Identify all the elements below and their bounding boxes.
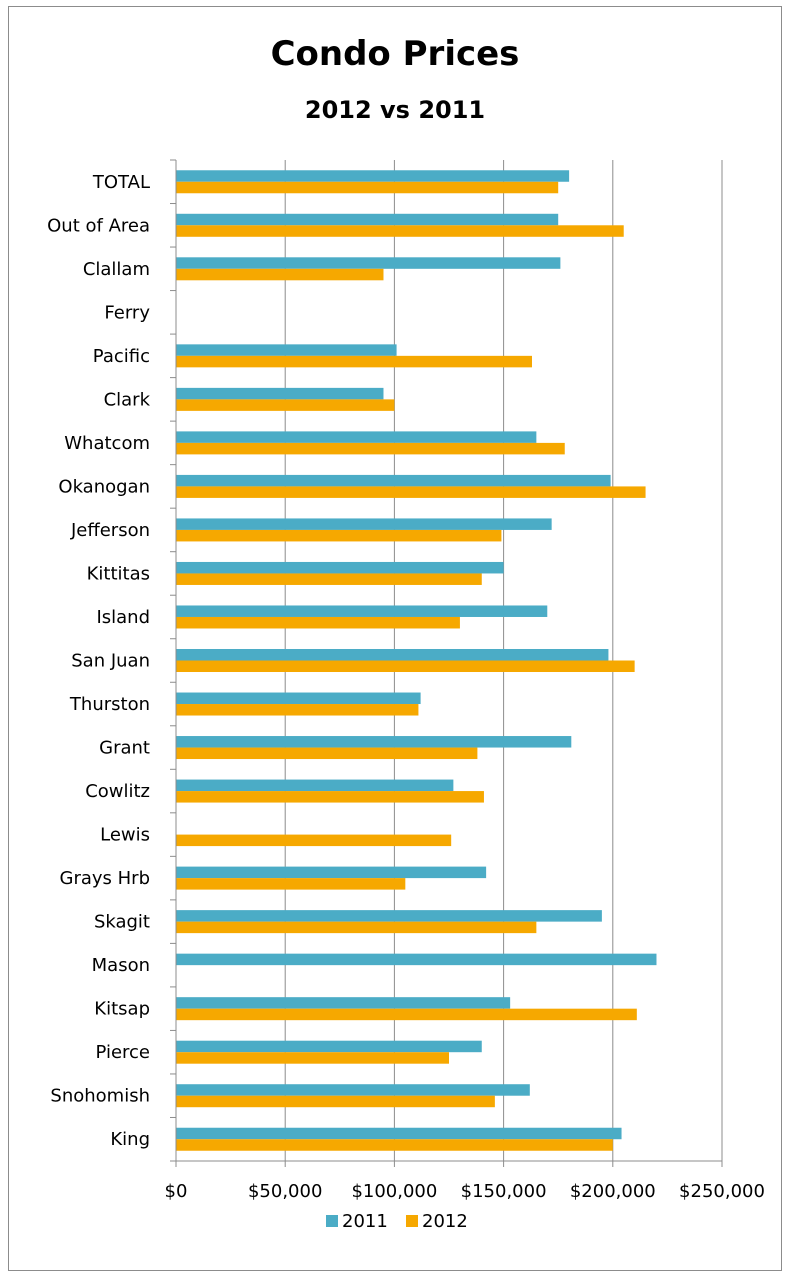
- bar-2012-san-juan: [176, 660, 635, 672]
- bar-2012-kittitas: [176, 573, 482, 585]
- bar-2011-snohomish: [176, 1084, 530, 1096]
- category-labels: TOTAL Out of Area Clallam Ferry Pacific Clark…: [47, 172, 150, 1150]
- bar-2011-kittitas: [176, 561, 504, 574]
- bar-2011-mason: [176, 953, 657, 966]
- bar-2012-skagit: [176, 921, 537, 934]
- category-label: Okanogan: [58, 476, 150, 497]
- category-label: Out of Area: [47, 215, 150, 236]
- x-tick-label: $50,000: [248, 1181, 322, 1202]
- chart-title: Condo Prices: [270, 34, 520, 74]
- bar-2011-out-of-area: [176, 213, 559, 226]
- category-label: Pierce: [95, 1042, 150, 1063]
- bar-2011-pacific: [176, 344, 397, 356]
- category-label: Grant: [99, 738, 150, 759]
- bar-2011-thurston: [176, 692, 421, 705]
- bar-2012-jefferson: [176, 529, 502, 542]
- bar-2012-island: [176, 616, 460, 629]
- bars: [176, 170, 657, 1151]
- x-tick-label: $250,000: [679, 1181, 765, 1202]
- bar-2012-out-of-area: [176, 225, 624, 237]
- category-label: Jefferson: [70, 520, 150, 541]
- category-label: Kittitas: [87, 563, 150, 584]
- bar-2012-snohomish: [176, 1095, 495, 1108]
- category-label: Kitsap: [94, 999, 150, 1020]
- bar-2011-whatcom: [176, 431, 537, 443]
- category-label: Mason: [92, 955, 150, 976]
- bar-2012-kitsap: [176, 1008, 637, 1021]
- category-label: Grays Hrb: [60, 868, 151, 889]
- x-tick-label: $0: [165, 1181, 188, 1202]
- category-label: Clark: [104, 389, 151, 410]
- category-label: Clallam: [83, 259, 150, 280]
- category-label: San Juan: [71, 651, 150, 672]
- bar-2011-skagit: [176, 910, 602, 922]
- bar-2012-thurston: [176, 704, 419, 716]
- category-label: Thurston: [69, 694, 150, 715]
- legend: 2011 2012: [326, 1211, 468, 1232]
- category-label: Ferry: [104, 302, 150, 323]
- category-label: Snohomish: [50, 1086, 150, 1107]
- bar-2012-king: [176, 1139, 613, 1151]
- legend-label-2011: 2011: [342, 1211, 388, 1232]
- bar-2011-total: [176, 170, 570, 182]
- x-tick-label: $200,000: [570, 1181, 656, 1202]
- bar-2011-clallam: [176, 257, 561, 269]
- bar-2012-clallam: [176, 268, 384, 281]
- bar-2012-grant: [176, 747, 478, 760]
- axes: [170, 159, 723, 1167]
- legend-swatch-2011: [326, 1215, 338, 1227]
- category-label: King: [110, 1129, 150, 1150]
- x-tick-labels: $0 $50,000 $100,000 $150,000 $200,000 $250,00…: [165, 1181, 765, 1202]
- chart-subtitle: 2012 vs 2011: [304, 96, 486, 124]
- bar-2011-grant: [176, 736, 572, 748]
- bar-2011-clark: [176, 387, 384, 400]
- category-label: TOTAL: [92, 172, 150, 193]
- bar-2011-san-juan: [176, 649, 609, 661]
- category-label: Lewis: [100, 825, 150, 846]
- category-label: Skagit: [94, 912, 150, 933]
- bar-2012-cowlitz: [176, 791, 484, 803]
- bar-2012-okanogan: [176, 486, 646, 498]
- category-label: Island: [96, 607, 150, 628]
- category-label: Whatcom: [64, 433, 150, 454]
- bar-2011-grays-hrb: [176, 866, 487, 879]
- bar-2012-lewis: [176, 834, 452, 847]
- bar-2011-cowlitz: [176, 779, 454, 792]
- bar-2012-clark: [176, 399, 395, 411]
- bar-2011-jefferson: [176, 518, 552, 530]
- x-tick-label: $150,000: [461, 1181, 547, 1202]
- bar-2012-pierce: [176, 1052, 449, 1064]
- category-label: Pacific: [93, 346, 150, 367]
- legend-label-2012: 2012: [422, 1211, 468, 1232]
- legend-swatch-2012: [406, 1215, 418, 1227]
- bar-2012-pacific: [176, 355, 532, 368]
- category-label: Cowlitz: [85, 781, 150, 802]
- bar-2012-grays-hrb: [176, 878, 406, 890]
- bar-2011-pierce: [176, 1040, 482, 1053]
- bar-2011-king: [176, 1127, 622, 1140]
- bar-2012-whatcom: [176, 442, 565, 455]
- bar-2012-total: [176, 181, 559, 194]
- x-tick-label: $100,000: [351, 1181, 437, 1202]
- bar-2011-okanogan: [176, 474, 611, 487]
- bar-2011-kitsap: [176, 997, 511, 1009]
- bar-2011-island: [176, 605, 548, 617]
